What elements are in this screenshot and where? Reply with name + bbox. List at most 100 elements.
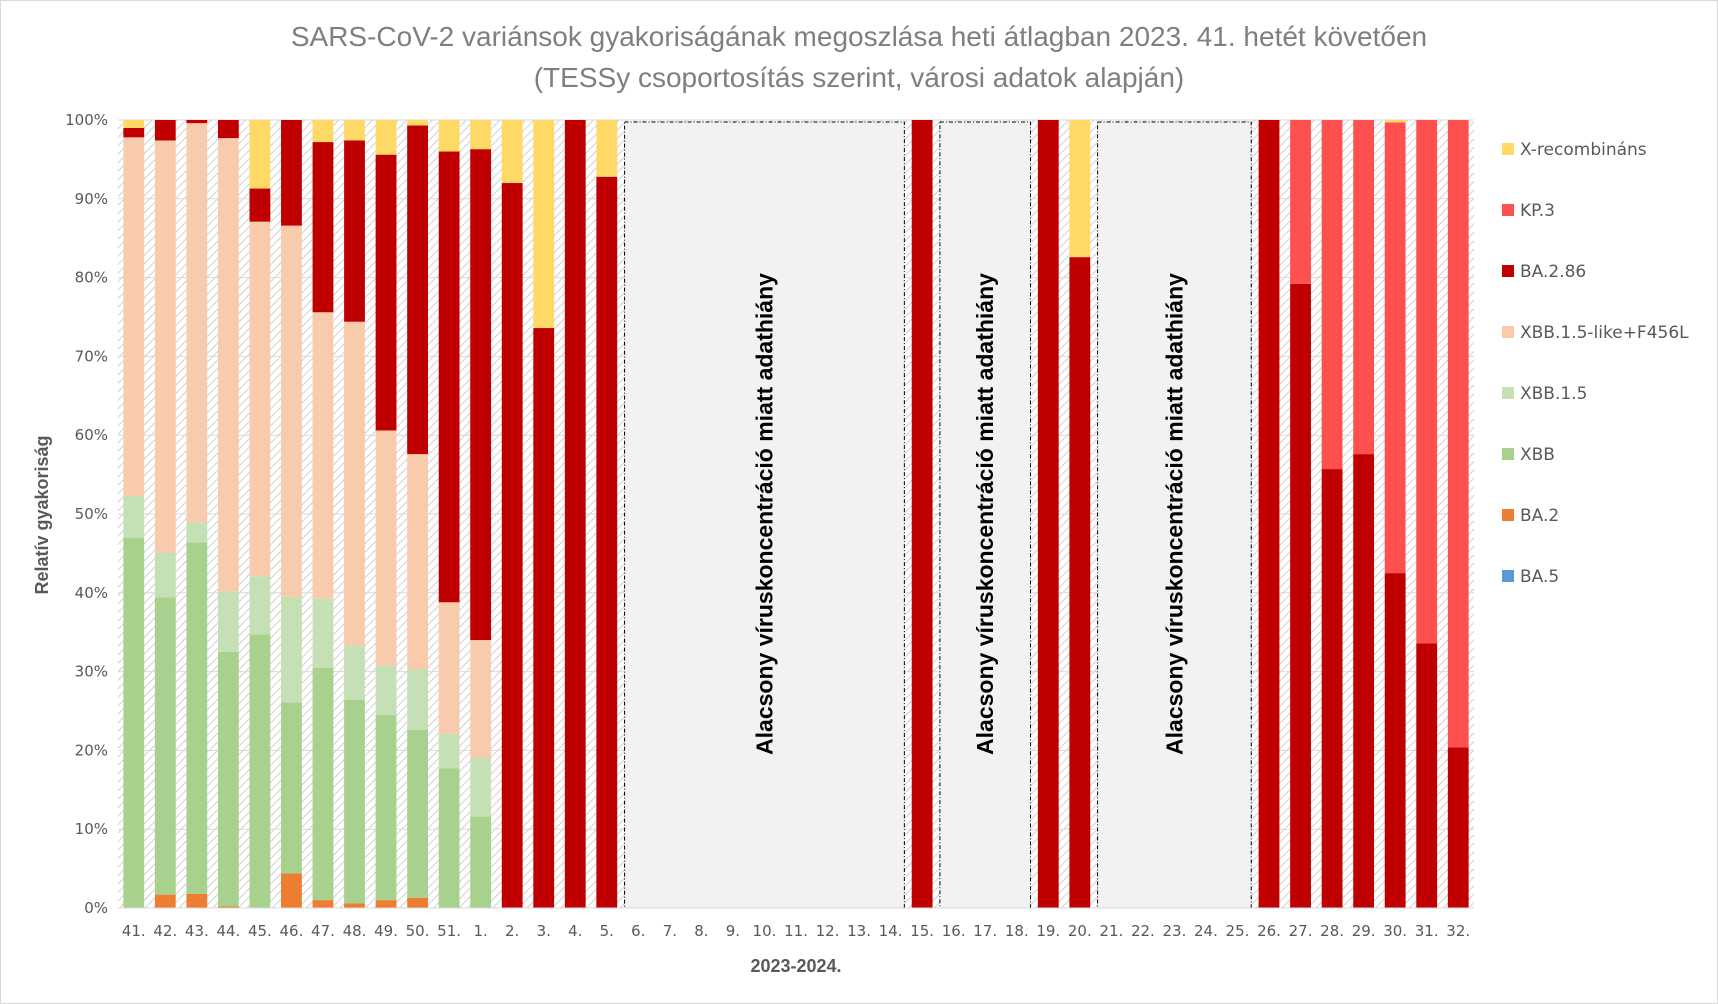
y-tick-label: 40%	[75, 584, 108, 602]
legend-label: BA.2	[1520, 506, 1559, 526]
bar-segment-ba-2-86	[312, 142, 334, 313]
x-tick-label: 29.	[1352, 922, 1376, 940]
bar-segment-ba-2-86	[1258, 120, 1280, 908]
bar-segment-ba-2-86	[1321, 469, 1343, 908]
bar-segment-xbb	[470, 816, 492, 908]
bar-segment-ba-2	[186, 893, 208, 908]
bar-segment-ba-2-86	[1290, 283, 1311, 908]
legend-swatch	[1502, 204, 1514, 216]
x-tick-label: 47.	[311, 922, 335, 940]
bar-segment-ba-2	[154, 894, 176, 908]
x-tick-label: 48.	[343, 922, 367, 940]
x-tick-label: 42.	[153, 922, 177, 940]
bar-segment-xbb-1-5-like-f456l	[186, 123, 208, 523]
x-tick-label: 49.	[374, 922, 398, 940]
x-tick-label: 41.	[122, 922, 146, 940]
bar-segment-ba-2-86	[407, 125, 428, 455]
bar-segment-x-recombin-ns	[312, 120, 334, 143]
bar-segment-xbb-1-5	[312, 598, 334, 668]
bar-segment-ba-2-86	[564, 120, 586, 908]
bar-segment-ba-2-86	[470, 149, 492, 641]
bar-segment-ba-2-86	[596, 176, 618, 909]
bar-segment-xbb-1-5-like-f456l	[344, 321, 365, 646]
y-tick-label: 60%	[75, 426, 108, 444]
bar-segment-ba-2	[312, 900, 334, 908]
bar-segment-ba-2	[217, 906, 239, 908]
legend-label: BA.5	[1520, 567, 1559, 587]
missing-data-box	[624, 121, 905, 909]
x-tick-label: 51.	[437, 922, 461, 940]
bar-segment-x-recombin-ns	[438, 120, 460, 152]
bar-segment-xbb-1-5-like-f456l	[123, 137, 145, 496]
bar-segment-kp-3	[1353, 120, 1375, 455]
bar-segment-ba-2-86	[217, 120, 239, 139]
bar-segment-xbb-1-5	[281, 596, 302, 703]
x-tick-label: 26.	[1257, 922, 1281, 940]
bar-segment-xbb-1-5	[186, 522, 208, 543]
bar-segment-xbb-1-5	[375, 665, 397, 715]
x-tick-label: 50.	[406, 922, 430, 940]
bar-segment-xbb-1-5	[249, 576, 271, 635]
bar-segment-ba-2-86	[281, 120, 302, 226]
x-tick-label: 10.	[753, 922, 777, 940]
x-tick-label: 46.	[280, 922, 304, 940]
y-tick-label: 50%	[75, 505, 108, 523]
bar-segment-ba-2	[375, 900, 397, 908]
bar-segment-xbb	[186, 542, 208, 894]
bar-segment-x-recombin-ns	[249, 120, 271, 189]
bar-segment-xbb	[281, 702, 302, 874]
bar-segment-xbb-1-5	[154, 552, 176, 598]
bar-segment-xbb-1-5-like-f456l	[407, 454, 428, 670]
bar-segment-ba-2-86	[1069, 257, 1091, 908]
bar-segment-xbb	[344, 699, 365, 904]
bar-segment-kp-3	[1321, 120, 1343, 470]
bar-segment-ba-2-86	[249, 188, 271, 222]
y-tick-label: 80%	[75, 269, 108, 287]
bar-segment-x-recombin-ns	[596, 120, 618, 177]
bar-segment-xbb	[217, 651, 239, 907]
y-axis-title: Relatív gyakoriság	[32, 435, 52, 594]
x-tick-label: 13.	[847, 922, 871, 940]
x-tick-label: 6.	[631, 922, 645, 940]
x-axis-title: 2023-2024.	[750, 956, 841, 976]
y-tick-label: 90%	[75, 190, 108, 208]
bar-segment-xbb	[249, 634, 271, 908]
x-tick-label: 5.	[600, 922, 614, 940]
bar-segment-ba-2-86	[154, 120, 176, 141]
legend-label: KP.3	[1520, 201, 1555, 221]
bar-segment-x-recombin-ns	[1069, 120, 1091, 258]
bar-segment-xbb	[123, 537, 145, 908]
bar-segment-ba-2	[407, 897, 428, 908]
x-tick-label: 16.	[942, 922, 966, 940]
bar-segment-xbb-1-5	[470, 757, 492, 817]
bar-segment-xbb-1-5-like-f456l	[470, 640, 492, 758]
legend-label: XBB.1.5	[1520, 384, 1587, 404]
missing-data-box	[939, 121, 1032, 909]
bar-segment-xbb-1-5-like-f456l	[438, 602, 460, 734]
bar-segment-ba-2-86	[1416, 643, 1438, 908]
bar-segment-x-recombin-ns	[470, 120, 492, 150]
bar-segment-xbb-1-5	[438, 733, 460, 769]
bar-segment-xbb-1-5	[344, 645, 365, 700]
x-tick-label: 22.	[1131, 922, 1155, 940]
bar-segment-ba-2-86	[438, 151, 460, 603]
x-tick-label: 8.	[694, 922, 708, 940]
x-tick-label: 20.	[1068, 922, 1092, 940]
x-tick-label: 17.	[973, 922, 997, 940]
missing-data-label: Alacsony víruskoncentráció miatt adathiá…	[972, 273, 998, 755]
bar-segment-ba-2-86	[1447, 747, 1469, 908]
x-tick-label: 24.	[1194, 922, 1218, 940]
x-tick-label: 28.	[1320, 922, 1344, 940]
x-tick-label: 15.	[910, 922, 934, 940]
legend-label: BA.2.86	[1520, 262, 1586, 282]
missing-data-label: Alacsony víruskoncentráció miatt adathiá…	[751, 273, 777, 755]
bar-segment-xbb	[154, 597, 176, 895]
bar-segment-x-recombin-ns	[375, 120, 397, 155]
bar-segment-ba-2-86	[186, 120, 208, 124]
bar-segment-ba-2-86	[1037, 120, 1059, 908]
bar-segment-xbb-1-5-like-f456l	[375, 430, 397, 666]
y-tick-label: 70%	[75, 347, 108, 365]
bar-segment-x-recombin-ns	[1384, 120, 1406, 123]
bar-segment-ba-2-86	[1384, 573, 1406, 908]
legend-swatch	[1502, 265, 1514, 277]
